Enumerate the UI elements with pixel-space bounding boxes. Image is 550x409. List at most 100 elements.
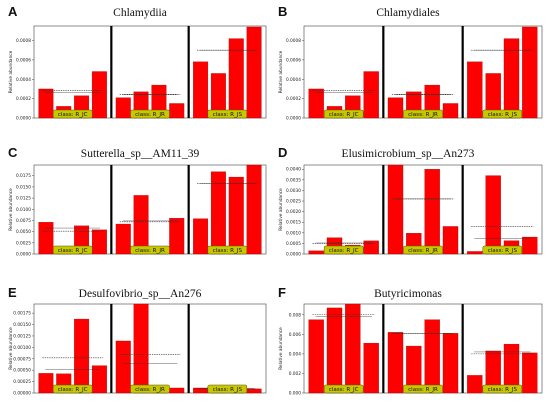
bar bbox=[246, 26, 262, 119]
chart-panel-d: D Elusimicrobium_sp__An273 0.0000 0.0005 0.0… bbox=[278, 145, 543, 258]
class-label-box bbox=[130, 384, 170, 394]
chart-title: Sutterella_sp__AM11_39 bbox=[81, 148, 200, 160]
chart-title: Elusimicrobium_sp__An273 bbox=[342, 148, 475, 160]
y-tick-label: 0.0004 bbox=[286, 77, 301, 83]
class-label-box bbox=[403, 384, 443, 394]
class-label: class: R_JC bbox=[58, 248, 88, 254]
bar bbox=[308, 88, 324, 119]
bar bbox=[424, 319, 440, 394]
panel-label: A bbox=[8, 4, 18, 19]
y-tick-label: 0.0006 bbox=[16, 57, 31, 63]
bar bbox=[326, 307, 343, 394]
y-tick-label: 0.00175 bbox=[13, 311, 31, 317]
class-label-box bbox=[323, 245, 364, 255]
bar bbox=[133, 303, 149, 394]
class-label-box bbox=[52, 384, 93, 394]
bar bbox=[74, 318, 90, 394]
panel-label: E bbox=[8, 285, 17, 300]
y-tick-label: 0.006 bbox=[289, 332, 302, 338]
y-axis-label: Relative abundance bbox=[278, 327, 284, 370]
y-tick-label: 0.00075 bbox=[13, 356, 31, 362]
class-label: class: R_JC bbox=[58, 112, 88, 118]
y-tick-label: 0.0020 bbox=[286, 209, 301, 215]
bar bbox=[467, 61, 483, 119]
y-tick-label: 0.002 bbox=[289, 371, 302, 377]
y-axis-label: Relative abundance bbox=[8, 188, 14, 231]
y-tick-label: 0.0075 bbox=[16, 218, 31, 224]
bar bbox=[467, 251, 483, 255]
class-label-box bbox=[207, 384, 248, 394]
bar bbox=[246, 164, 262, 255]
bar bbox=[522, 352, 538, 394]
bar bbox=[424, 169, 440, 255]
bar bbox=[442, 226, 459, 255]
y-axis-label: Relative abundance bbox=[278, 50, 284, 93]
bar bbox=[363, 342, 379, 394]
y-tick-label: 0.0025 bbox=[16, 240, 31, 246]
class-label-box bbox=[323, 384, 364, 394]
bar bbox=[442, 333, 459, 394]
class-label: class: R_JR bbox=[135, 387, 165, 393]
chart-title: Desulfovibrio_sp__An276 bbox=[79, 288, 202, 300]
bar bbox=[169, 387, 185, 394]
bar bbox=[345, 303, 361, 394]
chart-panel-e: E Desulfovibrio_sp__An276 0.00000 0.00025 0.… bbox=[8, 285, 267, 397]
y-tick-label: 0.0100 bbox=[16, 207, 31, 213]
panel-label: D bbox=[278, 145, 287, 160]
y-tick-label: 0.00000 bbox=[13, 391, 31, 397]
y-tick-label: 0.0025 bbox=[286, 199, 301, 205]
class-label-box bbox=[207, 109, 248, 119]
bar bbox=[38, 373, 54, 394]
class-label-box bbox=[482, 384, 523, 394]
y-axis-label: Relative abundance bbox=[8, 50, 14, 93]
class-label: class: R_JC bbox=[329, 387, 359, 393]
class-label: class: R_JC bbox=[329, 248, 359, 254]
bar bbox=[387, 97, 404, 119]
class-label: class: R_JC bbox=[329, 112, 359, 118]
y-tick-label: 0.008 bbox=[289, 312, 302, 318]
chart-panel-b: B Chlamydiales 0.0000 0.0002 0.0004 0.0006 0.0… bbox=[278, 4, 543, 122]
class-label: class: R_JC bbox=[58, 387, 88, 393]
y-tick-label: 0.0004 bbox=[16, 77, 31, 83]
y-tick-label: 0.0005 bbox=[286, 241, 301, 247]
panel-label: C bbox=[8, 145, 18, 160]
chart-title: Butyricimonas bbox=[374, 288, 442, 300]
chart-panel-f: F Butyricimonas 0.000 0.002 0.004 0.006 0.008 R… bbox=[278, 285, 543, 397]
class-label: class: R_JR bbox=[408, 248, 438, 254]
class-label-box bbox=[52, 245, 93, 255]
bar bbox=[522, 26, 538, 119]
y-tick-label: 0.0175 bbox=[16, 173, 31, 179]
class-label: class: R_JR bbox=[408, 387, 438, 393]
y-tick-label: 0.004 bbox=[289, 351, 302, 357]
y-tick-label: 0.0050 bbox=[16, 229, 31, 235]
bar bbox=[210, 171, 226, 255]
y-tick-label: 0.00050 bbox=[13, 368, 31, 374]
bar bbox=[91, 71, 107, 119]
class-label: class: R_JS bbox=[488, 387, 518, 393]
chart-title: Chlamydiia bbox=[113, 7, 167, 19]
chart-title: Chlamydiales bbox=[376, 7, 440, 19]
bar bbox=[308, 250, 324, 255]
y-tick-label: 0.0008 bbox=[286, 38, 301, 44]
y-tick-label: 0.0000 bbox=[286, 116, 301, 122]
y-tick-label: 0.0006 bbox=[286, 57, 301, 63]
class-label: class: R_JS bbox=[213, 387, 243, 393]
bar bbox=[363, 240, 379, 255]
y-tick-label: 0.00125 bbox=[13, 333, 31, 339]
class-label-box bbox=[482, 245, 523, 255]
bar bbox=[115, 340, 131, 394]
chart-panel-c: C Sutterella_sp__AM11_39 0.0000 0.0025 0.005… bbox=[8, 145, 267, 258]
class-label-box bbox=[130, 109, 170, 119]
class-label-box bbox=[403, 109, 443, 119]
y-tick-label: 0.0002 bbox=[16, 96, 31, 102]
class-label: class: R_JR bbox=[408, 112, 438, 118]
class-label-box bbox=[482, 109, 523, 119]
bar bbox=[38, 222, 54, 255]
class-label: class: R_JS bbox=[213, 112, 243, 118]
y-tick-label: 0.0000 bbox=[16, 116, 31, 122]
y-tick-label: 0.0002 bbox=[286, 96, 301, 102]
panel-label: B bbox=[278, 4, 287, 19]
bar bbox=[115, 223, 131, 255]
y-tick-label: 0.00025 bbox=[13, 379, 31, 385]
y-tick-label: 0.0030 bbox=[286, 188, 301, 194]
